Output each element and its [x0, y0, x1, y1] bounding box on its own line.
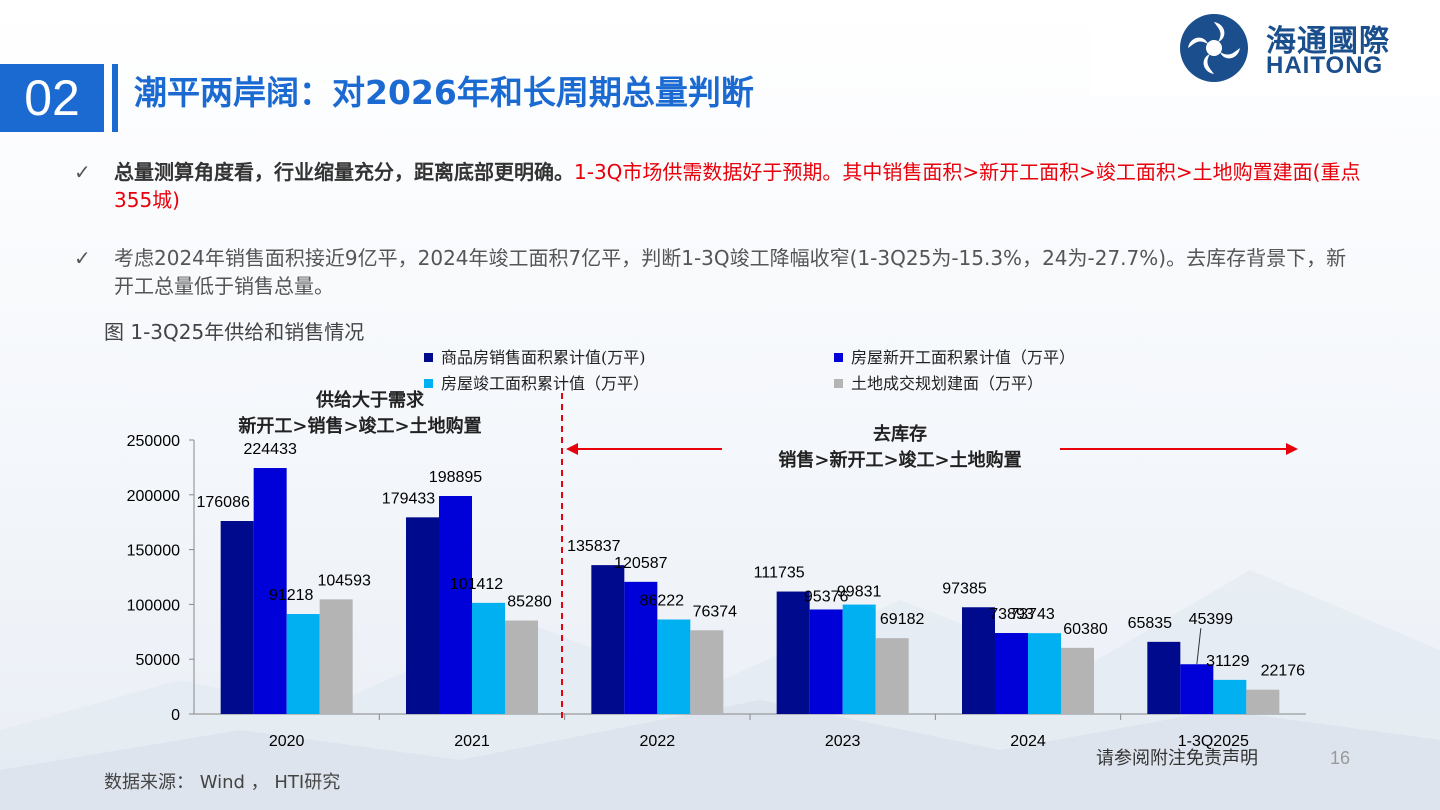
bar-1: [776, 591, 810, 714]
bar-1: [1147, 641, 1181, 714]
legend-label-land: 土地成交规划建面（万平）: [851, 374, 1044, 393]
data-label: 45399: [1189, 611, 1234, 628]
y-tick-label: 250000: [127, 433, 180, 450]
arrow-right-head: [1286, 443, 1298, 455]
data-label: 85280: [507, 594, 552, 611]
y-tick-label: 200000: [127, 488, 180, 505]
data-source: 数据来源： Wind ， HTI研究: [104, 772, 341, 793]
arrow-left-head: [566, 443, 578, 455]
bar-2: [439, 496, 472, 714]
bar-1: [406, 517, 439, 714]
data-label: 176086: [196, 494, 249, 511]
data-label: 60380: [1063, 621, 1108, 638]
data-label: 22176: [1261, 663, 1306, 680]
haitong-logo-icon: [1180, 14, 1248, 82]
bar-3: [1028, 633, 1061, 714]
check-icon: ✓: [74, 246, 91, 270]
data-label: 99831: [837, 584, 882, 601]
disclaimer-link[interactable]: 请参阅附注免责声明: [1096, 748, 1258, 769]
data-label: 111735: [754, 565, 805, 582]
bullet-1-bold-text: 总量测算角度看，行业缩量充分，距离底部更明确。: [114, 160, 574, 184]
legend-label-sales: 商品房销售面积累计值(万平): [441, 348, 646, 367]
data-label: 135837: [567, 538, 620, 555]
data-label: 198895: [429, 469, 482, 486]
section-divider: [112, 64, 118, 132]
data-label: 86222: [640, 593, 685, 610]
bar-4: [690, 630, 724, 714]
page-title: 潮平两岸阔：对2026年和长周期总量判断: [134, 73, 754, 112]
bar-3: [842, 604, 876, 714]
bar-3: [286, 614, 320, 714]
data-label: 73743: [1010, 606, 1055, 623]
bar-3: [472, 602, 505, 714]
data-label: 120587: [614, 555, 667, 572]
x-tick-label: 2020: [269, 733, 305, 750]
bar-3: [1213, 679, 1247, 714]
annotation-left-line1: 供给大于需求: [316, 390, 424, 411]
bar-1: [591, 565, 625, 714]
legend-item-new-starts: 房屋新开工面积累计值（万平）: [834, 344, 1075, 368]
legend-swatch-completions: [424, 379, 433, 388]
annotation-right-line1: 去库存: [873, 424, 927, 445]
data-label: 91218: [269, 587, 314, 604]
legend-item-completions: 房屋竣工面积累计值（万平）: [424, 370, 649, 394]
data-label: 224433: [243, 441, 296, 458]
page-number: 16: [1330, 748, 1351, 768]
bar-3: [657, 619, 691, 714]
legend-swatch-land: [834, 379, 843, 388]
data-label: 76374: [693, 603, 738, 620]
bar-2: [809, 609, 843, 714]
data-label: 73893: [989, 606, 1034, 623]
x-tick-label: 2023: [825, 733, 861, 750]
logo: 海通國際 HAITONG: [1090, 0, 1440, 96]
bar-1: [220, 521, 254, 714]
bar-4: [505, 620, 538, 714]
y-tick-label: 50000: [136, 652, 181, 669]
x-tick-label: 2021: [454, 733, 490, 750]
bar-4: [1246, 689, 1280, 714]
bar-4: [319, 599, 353, 714]
section-number: 02: [0, 64, 104, 132]
data-label: 95376: [804, 588, 849, 605]
data-label: 97385: [942, 580, 987, 597]
data-label: 69182: [880, 611, 925, 628]
logo-chinese-name: 海通國際: [1266, 24, 1390, 59]
bullet-2-text: 考虑2024年销售面积接近9亿平，2024年竣工面积7亿平，判断1-3Q竣工降幅…: [114, 246, 1347, 298]
bullet-1-red-text: 1-3Q市场供需数据好于预期。其中销售面积>新开工面积>竣工面积>土地购置建面(…: [114, 160, 1361, 212]
data-label-leader: [1196, 628, 1202, 665]
bar-2: [253, 468, 287, 714]
y-tick-label: 150000: [127, 543, 180, 560]
data-label: 104593: [317, 572, 370, 589]
legend-label-new-starts: 房屋新开工面积累计值（万平）: [851, 348, 1076, 367]
figure-title: 图 1-3Q25年供给和销售情况: [104, 320, 365, 344]
x-tick-label: 2024: [1010, 733, 1046, 750]
data-label: 101412: [450, 576, 503, 593]
annotation-right-line2: 销售>新开工>竣工>土地购置: [778, 450, 1022, 471]
annotation-left-line2: 新开工>销售>竣工>土地购置: [238, 416, 482, 437]
legend-swatch-new-starts: [834, 353, 843, 362]
y-tick-label: 100000: [127, 597, 180, 614]
logo-english-name: HAITONG: [1266, 52, 1384, 79]
legend-item-land: 土地成交规划建面（万平）: [834, 370, 1043, 394]
bar-2: [624, 581, 658, 714]
bar-4: [1061, 647, 1094, 714]
check-icon: ✓: [74, 160, 91, 184]
bar-4: [875, 638, 909, 714]
y-tick-label: 0: [171, 707, 180, 724]
data-label: 179433: [382, 490, 435, 507]
x-tick-label: 1-3Q2025: [1178, 733, 1249, 750]
bar-1: [962, 607, 995, 714]
bar-2: [995, 633, 1028, 714]
data-label: 31129: [1206, 653, 1249, 670]
x-tick-label: 2022: [640, 733, 676, 750]
legend-label-completions: 房屋竣工面积累计值（万平）: [441, 374, 650, 393]
legend-item-sales: 商品房销售面积累计值(万平): [424, 344, 646, 368]
legend-swatch-sales: [424, 353, 433, 362]
data-label: 65835: [1128, 615, 1173, 632]
bullet-text-1: 总量测算角度看，行业缩量充分，距离底部更明确。1-3Q市场供需数据好于预期。其中…: [114, 158, 1364, 214]
bar-2: [1180, 664, 1214, 714]
